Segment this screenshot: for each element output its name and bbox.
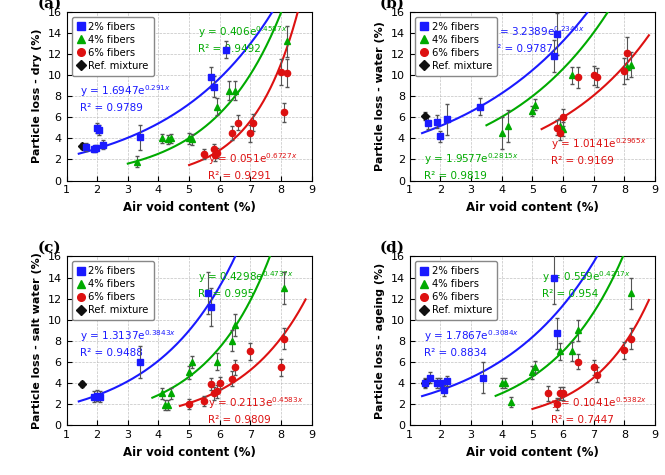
Text: y = 1.7867e$^{0.3084x}$
R² = 0.8834: y = 1.7867e$^{0.3084x}$ R² = 0.8834 bbox=[424, 328, 519, 358]
Text: (d): (d) bbox=[380, 241, 405, 255]
X-axis label: Air void content (%): Air void content (%) bbox=[466, 446, 599, 458]
Legend: 2% fibers, 4% fibers, 6% fibers, Ref. mixture: 2% fibers, 4% fibers, 6% fibers, Ref. mi… bbox=[72, 17, 154, 76]
Text: (c): (c) bbox=[38, 241, 62, 255]
Text: y = 1.9577e$^{0.2815x}$
R² = 0.9819: y = 1.9577e$^{0.2815x}$ R² = 0.9819 bbox=[424, 151, 518, 181]
X-axis label: Air void content (%): Air void content (%) bbox=[122, 446, 255, 458]
Y-axis label: Particle loss - water (%): Particle loss - water (%) bbox=[375, 21, 385, 171]
Y-axis label: Particle loss - dry (%): Particle loss - dry (%) bbox=[32, 29, 42, 163]
Text: y = 0.406e$^{0.4587x}$
R² = 0.9492: y = 0.406e$^{0.4587x}$ R² = 0.9492 bbox=[198, 25, 288, 54]
Y-axis label: Particle loss - ageing (%): Particle loss - ageing (%) bbox=[375, 263, 385, 419]
Y-axis label: Particle loss - salt water (%): Particle loss - salt water (%) bbox=[32, 252, 42, 429]
Text: y = 0.1041e$^{0.5382x}$
R² = 0.7447: y = 0.1041e$^{0.5382x}$ R² = 0.7447 bbox=[551, 396, 647, 426]
Legend: 2% fibers, 4% fibers, 6% fibers, Ref. mixture: 2% fibers, 4% fibers, 6% fibers, Ref. mi… bbox=[72, 261, 154, 321]
Text: y = 0.2113e$^{0.4583x}$
R² = 0.9809: y = 0.2113e$^{0.4583x}$ R² = 0.9809 bbox=[207, 396, 303, 426]
Text: y = 1.0141e$^{0.2965x}$
R² = 0.9169: y = 1.0141e$^{0.2965x}$ R² = 0.9169 bbox=[551, 136, 646, 166]
Text: (b): (b) bbox=[380, 0, 405, 10]
Legend: 2% fibers, 4% fibers, 6% fibers, Ref. mixture: 2% fibers, 4% fibers, 6% fibers, Ref. mi… bbox=[415, 261, 497, 321]
Text: y = 0.4298e$^{0.4737x}$
R² = 0.995: y = 0.4298e$^{0.4737x}$ R² = 0.995 bbox=[198, 269, 294, 299]
X-axis label: Air void content (%): Air void content (%) bbox=[466, 201, 599, 214]
Text: y = 1.3137e$^{0.3843x}$
R² = 0.9488: y = 1.3137e$^{0.3843x}$ R² = 0.9488 bbox=[80, 328, 176, 358]
Text: y = 0.051e$^{0.6727x}$
R² = 0.9291: y = 0.051e$^{0.6727x}$ R² = 0.9291 bbox=[207, 151, 297, 181]
Text: y = 3.2389e$^{0.2346x}$
R² = 0.9787: y = 3.2389e$^{0.2346x}$ R² = 0.9787 bbox=[489, 25, 585, 54]
Text: y = 0.559e$^{0.4217x}$
R² = 0.954: y = 0.559e$^{0.4217x}$ R² = 0.954 bbox=[541, 269, 630, 299]
Text: (a): (a) bbox=[37, 0, 62, 10]
Text: y = 1.6947e$^{0.291x}$
R² = 0.9789: y = 1.6947e$^{0.291x}$ R² = 0.9789 bbox=[80, 84, 171, 114]
X-axis label: Air void content (%): Air void content (%) bbox=[122, 201, 255, 214]
Legend: 2% fibers, 4% fibers, 6% fibers, Ref. mixture: 2% fibers, 4% fibers, 6% fibers, Ref. mi… bbox=[415, 17, 497, 76]
